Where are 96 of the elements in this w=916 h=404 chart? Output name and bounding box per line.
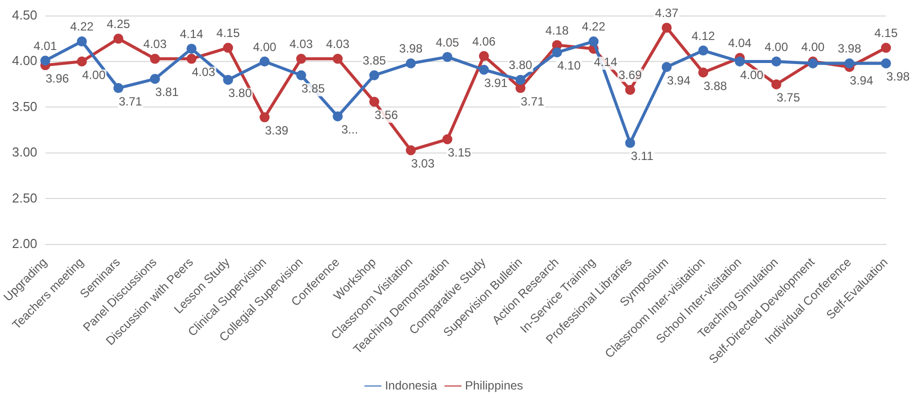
data-label: 4.10 [557,58,582,73]
point [260,112,270,122]
data-label: 3.11 [630,149,654,164]
data-label: 4.14 [180,27,204,42]
point [406,145,416,156]
data-label: 4.37 [655,6,679,20]
data-label: 4.12 [692,28,716,43]
data-label: 3.03 [411,156,435,171]
data-label: 3.71 [520,94,544,108]
data-label: 3.94 [667,73,691,88]
point [442,52,452,62]
point [332,111,343,122]
data-label: 4.01 [34,38,58,53]
data-label: 3.80 [228,86,252,100]
point [296,70,306,80]
data-label: 4.15 [874,26,898,40]
y-tick-label: 3.50 [12,98,38,114]
point [442,134,452,144]
point [186,44,197,54]
point [662,22,672,33]
data-label: 4.00 [740,68,764,82]
y-tick-label: 3.00 [12,144,38,160]
point [223,42,234,53]
point [113,83,124,94]
point [771,79,782,90]
point [369,96,380,107]
point [223,74,234,85]
data-label: 4.05 [436,35,460,50]
data-label: 3.98 [886,70,910,84]
point [478,64,489,75]
data-label: 4.00 [764,40,788,54]
data-label: 4.03 [326,37,350,52]
data-label: 4.04 [728,36,752,50]
point [296,54,306,64]
data-label: 4.00 [82,68,106,82]
point [552,47,562,58]
point [588,36,599,46]
data-label: 3.71 [118,94,142,108]
data-label: 4.03 [143,37,167,52]
point [113,34,124,44]
y-tick-label: 4.00 [12,53,38,68]
data-label: 3.98 [399,42,423,56]
data-label: 4.06 [472,34,496,48]
point [625,138,636,148]
data-label: 3.85 [362,54,386,68]
point [771,56,782,67]
point [406,58,416,68]
legend-label: Philippines [465,378,524,392]
data-label: 3.94 [850,73,874,88]
data-label: 3.96 [46,71,70,86]
data-label: 4.03 [192,65,216,80]
data-label: 4.18 [545,23,570,38]
data-label: 4.15 [216,26,240,40]
data-label: 4.22 [582,20,606,34]
data-label: 4.03 [289,37,314,52]
data-label: 3.85 [301,82,326,96]
data-label: 3.88 [704,78,728,93]
point [734,56,745,67]
point [698,46,708,56]
point [844,58,854,68]
point [332,54,343,64]
point [515,74,526,85]
point [881,58,891,68]
point [369,70,380,80]
point [76,36,87,46]
y-tick-label: 2.50 [12,190,38,206]
data-label: 4.00 [252,40,277,54]
data-label: 4.00 [801,40,825,54]
point [625,84,636,95]
data-label: 4.25 [106,16,130,31]
data-label: 3.56 [374,108,398,122]
point [662,62,672,72]
point [76,56,87,67]
legend-label: Indonesia [384,378,438,392]
point [186,54,197,64]
point [478,51,489,62]
point [698,68,708,78]
data-label: 3.98 [838,42,862,56]
data-label: 3.69 [618,68,642,82]
data-label: 4.14 [594,55,618,70]
data-label: 3... [341,122,358,137]
y-tick-label: 4.50 [12,7,38,22]
point [881,42,891,53]
point [515,83,526,94]
data-label: 3.15 [448,146,472,160]
y-tick-label: 2.00 [12,236,38,251]
data-label: 3.80 [508,58,532,72]
data-label: 4.22 [70,20,94,34]
point [260,56,270,67]
data-label: 3.91 [484,76,508,90]
point [150,54,160,64]
point [40,56,50,66]
point [150,74,160,84]
data-label: 3.81 [155,85,179,100]
data-label: 3.75 [776,90,800,105]
data-label: 3.39 [264,124,289,138]
